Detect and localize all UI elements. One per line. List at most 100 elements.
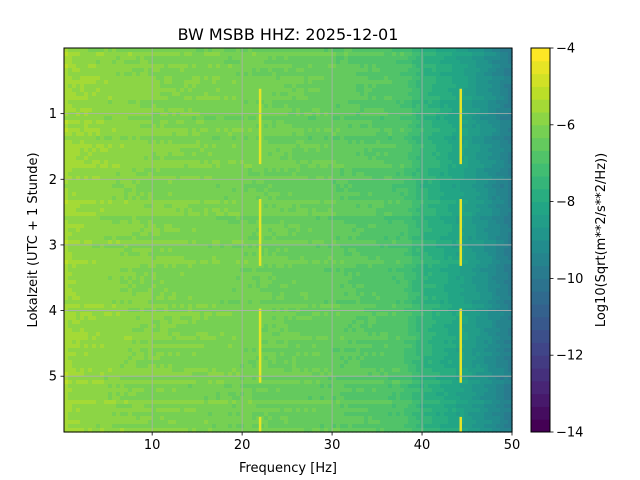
heatmap-cell [184,160,189,165]
heatmap-cell [356,128,361,133]
heatmap-cell [252,192,257,197]
heatmap-cell [156,56,161,61]
heatmap-cell [396,184,401,189]
heatmap-cell [384,124,389,129]
heatmap-cell [476,140,481,145]
heatmap-cell [132,64,137,69]
heatmap-cell [268,176,273,181]
heatmap-cell [348,140,353,145]
heatmap-cell [116,200,121,205]
heatmap-cell [204,168,209,173]
heatmap-cell [332,120,337,125]
heatmap-cell [428,144,433,149]
heatmap-cell [344,68,349,73]
heatmap-cell [160,208,165,213]
heatmap-cell [300,80,305,85]
heatmap-cell [272,100,277,105]
heatmap-cell [344,204,349,209]
heatmap-cell [360,128,365,133]
heatmap-cell [484,144,489,149]
heatmap-cell [72,72,77,77]
heatmap-cell [316,180,321,185]
heatmap-cell [108,176,113,181]
heatmap-cell [184,108,189,113]
heatmap-cell [84,204,89,209]
heatmap-cell [428,124,433,129]
heatmap-cell [344,64,349,69]
heatmap-cell [484,72,489,77]
heatmap-cell [80,56,85,61]
heatmap-cell [288,68,293,73]
heatmap-cell [312,156,317,161]
heatmap-cell [192,140,197,145]
heatmap-cell [408,68,413,73]
heatmap-cell [148,200,153,205]
heatmap-cell [128,128,133,133]
heatmap-cell [312,120,317,125]
heatmap-cell [196,224,201,229]
heatmap-cell [168,160,173,165]
heatmap-cell [412,88,417,93]
heatmap-cell [244,136,249,141]
heatmap-cell [224,56,229,61]
heatmap-cell [400,216,405,221]
heatmap-cell [244,216,249,221]
heatmap-cell [464,48,469,53]
heatmap-cell [216,156,221,161]
heatmap-cell [288,92,293,97]
heatmap-cell [416,56,421,61]
heatmap-cell [100,120,105,125]
heatmap-cell [248,148,253,153]
heatmap-cell [316,160,321,165]
heatmap-cell [496,68,501,73]
heatmap-cell [108,80,113,85]
heatmap-cell [436,52,441,57]
heatmap-cell [428,188,433,193]
heatmap-cell [236,204,241,209]
heatmap-cell [312,52,317,57]
heatmap-cell [132,132,137,137]
heatmap-cell [416,116,421,121]
heatmap-cell [100,192,105,197]
heatmap-cell [172,108,177,113]
heatmap-cell [144,100,149,105]
heatmap-cell [260,172,265,177]
heatmap-cell [288,120,293,125]
heatmap-cell [64,84,69,89]
heatmap-cell [500,176,505,181]
heatmap-cell [80,124,85,129]
heatmap-cell [496,152,501,157]
heatmap-cell [220,140,225,145]
heatmap-cell [120,144,125,149]
heatmap-cell [444,148,449,153]
heatmap-cell [320,96,325,101]
heatmap-cell [356,100,361,105]
heatmap-cell [308,52,313,57]
heatmap-cell [268,188,273,193]
heatmap-cell [140,60,145,65]
heatmap-cell [200,60,205,65]
heatmap-cell [164,80,169,85]
heatmap-cell [252,92,257,97]
heatmap-cell [92,180,97,185]
heatmap-cell [268,60,273,65]
heatmap-cell [464,196,469,201]
heatmap-cell [356,140,361,145]
heatmap-cell [192,192,197,197]
heatmap-cell [148,136,153,141]
heatmap-cell [476,84,481,89]
heatmap-cell [116,188,121,193]
heatmap-cell [172,48,177,53]
heatmap-cell [336,176,341,181]
heatmap-cell [172,156,177,161]
heatmap-cell [492,160,497,165]
heatmap-cell [204,144,209,149]
heatmap-cell [136,64,141,69]
heatmap-cell [460,176,465,181]
heatmap-cell [328,160,333,165]
heatmap-cell [288,108,293,113]
heatmap-cell [508,204,513,209]
heatmap-cell [260,108,265,113]
heatmap-cell [284,224,289,229]
heatmap-cell [144,80,149,85]
